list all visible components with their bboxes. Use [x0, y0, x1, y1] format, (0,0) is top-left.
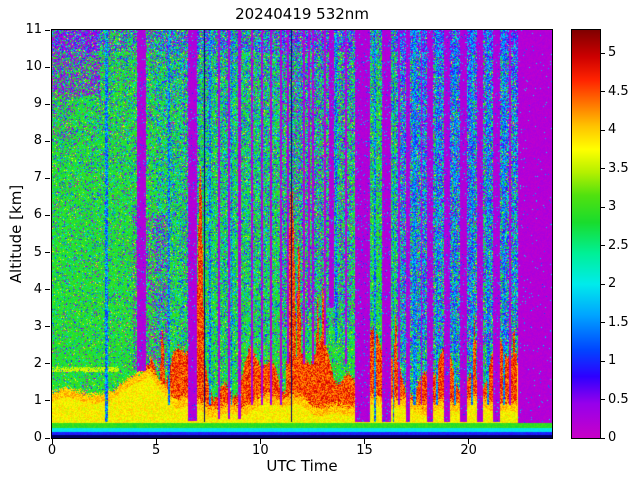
y-tick-label: 1 — [33, 392, 42, 408]
colorbar-tick-label: 5 — [608, 45, 617, 61]
y-tick-label: 0 — [33, 430, 42, 445]
colorbar-tick-label: 1.5 — [608, 314, 629, 330]
y-tick-mark — [45, 289, 50, 291]
colorbar-tick-label: 1 — [608, 353, 617, 369]
colorbar-tick-label: 0 — [608, 430, 617, 445]
colorbar-tick-label: 0.5 — [608, 391, 629, 407]
x-axis-label: UTC Time — [266, 457, 338, 475]
colorbar-tick-label: 4.5 — [608, 83, 629, 99]
x-tick-label: 10 — [252, 443, 269, 458]
y-tick-mark — [45, 140, 50, 142]
colorbar-tick-mark — [601, 129, 605, 131]
x-tick-label: 20 — [460, 443, 477, 458]
y-tick-mark — [45, 29, 50, 31]
colorbar-tick-mark — [601, 322, 605, 324]
colorbar-tick-mark — [601, 168, 605, 170]
y-tick-mark — [45, 326, 50, 328]
x-tick-mark — [364, 439, 365, 444]
x-tick-label: 0 — [47, 443, 57, 458]
colorbar-tick-mark — [601, 52, 605, 54]
x-tick-mark — [259, 439, 261, 444]
y-tick-label: 3 — [33, 318, 42, 334]
y-tick-mark — [45, 252, 50, 254]
y-tick-mark — [45, 400, 50, 402]
y-tick-label: 10 — [25, 59, 42, 75]
colorbar-tick-mark — [601, 206, 605, 208]
y-tick-mark — [45, 363, 50, 365]
x-tick-mark — [51, 439, 53, 444]
y-tick-mark — [45, 437, 50, 439]
y-tick-mark — [45, 177, 50, 179]
y-tick-label: 9 — [33, 96, 42, 112]
y-tick-label: 7 — [33, 170, 42, 186]
colorbar-tick-label: 3 — [608, 199, 617, 215]
x-tick-label: 15 — [356, 443, 373, 458]
y-tick-mark — [45, 66, 50, 68]
colorbar-tick-mark — [601, 399, 605, 400]
x-tick-mark — [468, 439, 470, 444]
y-tick-label: 5 — [33, 244, 42, 260]
y-tick-label: 2 — [33, 355, 42, 371]
plot-area — [51, 29, 553, 439]
chart-title: 20240419 532nm — [235, 5, 369, 23]
x-tick-label: 5 — [152, 443, 161, 458]
y-tick-label: 8 — [33, 133, 42, 149]
colorbar-tick-mark — [601, 437, 605, 439]
colorbar-tick-mark — [601, 91, 605, 93]
y-tick-label: 11 — [25, 22, 42, 37]
y-tick-mark — [45, 214, 50, 216]
y-tick-label: 6 — [33, 207, 42, 223]
colorbar-tick-label: 3.5 — [608, 160, 629, 176]
colorbar-tick-mark — [601, 283, 605, 285]
colorbar-tick-mark — [601, 245, 605, 247]
colorbar-gradient — [572, 30, 600, 438]
y-tick-mark — [45, 103, 50, 105]
x-tick-mark — [155, 439, 157, 444]
colorbar-tick-label: 2 — [608, 276, 617, 292]
y-tick-label: 4 — [33, 281, 42, 297]
colorbar-tick-label: 2.5 — [608, 237, 629, 253]
colorbar-tick-label: 4 — [608, 122, 617, 138]
colorbar-tick-mark — [601, 360, 605, 362]
colorbar — [571, 29, 601, 439]
heatmap-canvas — [52, 30, 552, 438]
